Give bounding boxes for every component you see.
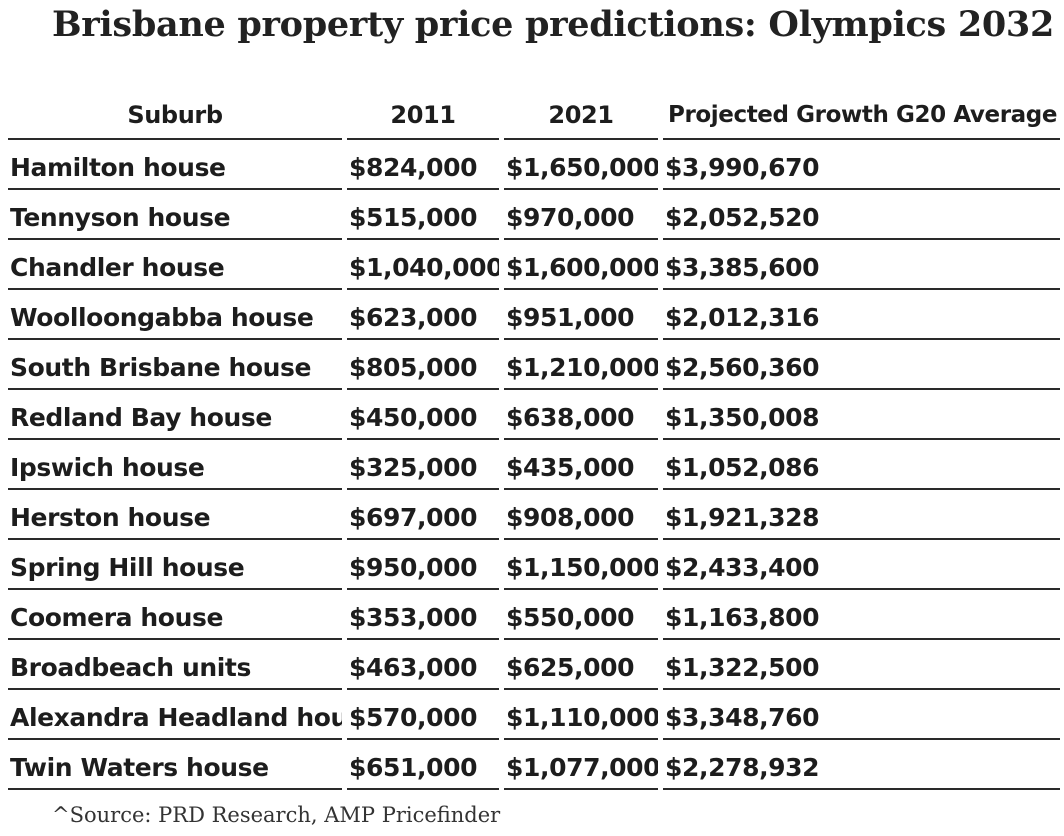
source-note: ^Source: PRD Research, AMP Pricefinder bbox=[52, 803, 501, 827]
price-2021-cell: $1,600,000 bbox=[504, 240, 658, 290]
price-2021-cell: $1,110,000 bbox=[504, 690, 658, 740]
suburb-cell: Alexandra Headland house bbox=[8, 690, 342, 740]
price-2011-cell: $697,000 bbox=[347, 490, 499, 540]
table-row: South Brisbane house $805,000 $1,210,000 $2… bbox=[8, 340, 1060, 390]
table-row: Twin Waters house $651,000 $1,077,000 $2,27… bbox=[8, 740, 1060, 790]
column-header-projected: Projected Growth G20 Average bbox=[663, 92, 1060, 140]
price-2011-cell: $450,000 bbox=[347, 390, 499, 440]
table-row: Chandler house $1,040,000 $1,600,000 $3,385… bbox=[8, 240, 1060, 290]
price-2011-cell: $805,000 bbox=[347, 340, 499, 390]
price-2011-cell: $570,000 bbox=[347, 690, 499, 740]
projected-cell: $2,052,520 bbox=[663, 190, 1060, 240]
price-2011-cell: $623,000 bbox=[347, 290, 499, 340]
projected-cell: $2,560,360 bbox=[663, 340, 1060, 390]
table-row: Herston house $697,000 $908,000 $1,921,328 bbox=[8, 490, 1060, 540]
suburb-cell: Hamilton house bbox=[8, 140, 342, 190]
table-header: Suburb 2011 2021 Projected Growth G20 Av… bbox=[8, 92, 1060, 140]
chart-title: Brisbane property price predictions: Oly… bbox=[52, 4, 1055, 45]
price-2021-cell: $1,150,000 bbox=[504, 540, 658, 590]
price-2021-cell: $908,000 bbox=[504, 490, 658, 540]
suburb-cell: Chandler house bbox=[8, 240, 342, 290]
price-2021-cell: $625,000 bbox=[504, 640, 658, 690]
suburb-cell: Ipswich house bbox=[8, 440, 342, 490]
table-row: Broadbeach units $463,000 $625,000 $1,322,5… bbox=[8, 640, 1060, 690]
projected-cell: $2,278,932 bbox=[663, 740, 1060, 790]
suburb-cell: Redland Bay house bbox=[8, 390, 342, 440]
column-header-2011: 2011 bbox=[347, 92, 499, 140]
table-row: Tennyson house $515,000 $970,000 $2,052,520 bbox=[8, 190, 1060, 240]
projected-cell: $3,990,670 bbox=[663, 140, 1060, 190]
price-2011-cell: $950,000 bbox=[347, 540, 499, 590]
price-2021-cell: $951,000 bbox=[504, 290, 658, 340]
suburb-cell: South Brisbane house bbox=[8, 340, 342, 390]
table-row: Redland Bay house $450,000 $638,000 $1,350,… bbox=[8, 390, 1060, 440]
projected-cell: $1,163,800 bbox=[663, 590, 1060, 640]
suburb-cell: Herston house bbox=[8, 490, 342, 540]
table-row: Woolloongabba house $623,000 $951,000 $2,01… bbox=[8, 290, 1060, 340]
suburb-cell: Twin Waters house bbox=[8, 740, 342, 790]
table-row: Coomera house $353,000 $550,000 $1,163,800 bbox=[8, 590, 1060, 640]
price-2021-cell: $1,077,000 bbox=[504, 740, 658, 790]
suburb-cell: Broadbeach units bbox=[8, 640, 342, 690]
table-row: Alexandra Headland house$570,000$1,110,0… bbox=[8, 690, 1060, 740]
projected-cell: $2,433,400 bbox=[663, 540, 1060, 590]
price-2011-cell: $325,000 bbox=[347, 440, 499, 490]
price-2011-cell: $515,000 bbox=[347, 190, 499, 240]
projected-cell: $1,350,008 bbox=[663, 390, 1060, 440]
price-2011-cell: $651,000 bbox=[347, 740, 499, 790]
price-2011-cell: $1,040,000 bbox=[347, 240, 499, 290]
price-2021-cell: $1,650,000 bbox=[504, 140, 658, 190]
price-2011-cell: $824,000 bbox=[347, 140, 499, 190]
suburb-cell: Woolloongabba house bbox=[8, 290, 342, 340]
price-2021-cell: $550,000 bbox=[504, 590, 658, 640]
projected-cell: $1,322,500 bbox=[663, 640, 1060, 690]
price-2021-cell: $1,210,000 bbox=[504, 340, 658, 390]
projected-cell: $3,385,600 bbox=[663, 240, 1060, 290]
price-2021-cell: $435,000 bbox=[504, 440, 658, 490]
price-2021-cell: $970,000 bbox=[504, 190, 658, 240]
table-row: Ipswich house $325,000 $435,000 $1,052,086 bbox=[8, 440, 1060, 490]
table-row: Spring Hill house $950,000 $1,150,000 $2,43… bbox=[8, 540, 1060, 590]
projected-cell: $1,921,328 bbox=[663, 490, 1060, 540]
price-table: Suburb 2011 2021 Projected Growth G20 Av… bbox=[8, 92, 1060, 790]
projected-cell: $1,052,086 bbox=[663, 440, 1060, 490]
price-2011-cell: $463,000 bbox=[347, 640, 499, 690]
suburb-cell: Tennyson house bbox=[8, 190, 342, 240]
table-row: Hamilton house $824,000 $1,650,000 $3,990,6… bbox=[8, 140, 1060, 190]
suburb-cell: Coomera house bbox=[8, 590, 342, 640]
projected-cell: $3,348,760 bbox=[663, 690, 1060, 740]
column-header-suburb: Suburb bbox=[8, 92, 342, 140]
suburb-cell: Spring Hill house bbox=[8, 540, 342, 590]
projected-cell: $2,012,316 bbox=[663, 290, 1060, 340]
price-2021-cell: $638,000 bbox=[504, 390, 658, 440]
table-body: Hamilton house $824,000 $1,650,000 $3,990,6… bbox=[8, 140, 1060, 790]
column-header-2021: 2021 bbox=[504, 92, 658, 140]
price-2011-cell: $353,000 bbox=[347, 590, 499, 640]
